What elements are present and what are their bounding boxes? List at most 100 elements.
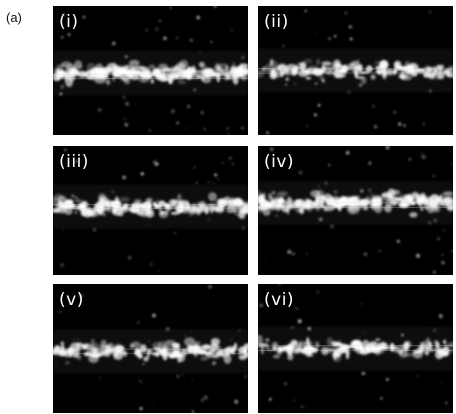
cell [258,334,263,345]
cell [420,192,426,202]
speckle [231,29,233,32]
cell [145,198,152,206]
speckle [61,36,64,39]
cell [231,347,236,354]
micrograph-panel-ii: (ii) [258,6,453,135]
speckle [442,229,446,232]
speckle [122,175,126,180]
speckle [421,152,423,154]
micrograph-image-vi [258,284,453,409]
cell [308,353,314,357]
cell [265,338,270,342]
cell [219,69,225,74]
speckle [159,208,162,212]
cell [74,60,83,68]
micrograph-image-iv [258,146,453,274]
speckle [171,70,174,73]
speckle [152,313,156,318]
cell [229,198,238,208]
cell [297,62,303,66]
cell [449,348,453,354]
cell [75,342,84,349]
speckle [451,163,453,166]
speckle [314,34,317,36]
speckle [304,406,307,409]
speckle [360,302,363,305]
speckle [372,104,375,108]
cell [123,64,133,68]
cell [375,338,381,342]
cell [220,353,225,359]
speckle [174,232,176,235]
cell [182,210,191,214]
speckle [154,162,159,166]
cell [238,355,247,360]
cell [110,349,115,354]
speckle [333,34,337,38]
speckle [76,338,80,341]
speckle [422,123,425,125]
speckle [428,221,432,225]
speckle [437,237,440,241]
speckle [145,29,148,32]
speckle [380,397,383,400]
speckle [167,176,169,178]
panel-label-i: (i) [59,12,79,32]
cell [278,63,286,67]
speckle [294,82,297,85]
cell [428,74,436,80]
speckle [362,332,364,334]
speckle [234,399,239,404]
speckle [222,162,224,164]
cell [367,64,372,72]
cell [214,206,225,214]
speckle [189,331,192,334]
speckle [330,224,334,229]
cell [201,76,212,84]
cell [113,352,120,358]
cell [145,68,151,76]
speckle [433,175,435,177]
cell [448,204,453,213]
speckle [181,374,184,376]
speckle [444,353,447,356]
speckle [241,226,245,230]
cell [163,67,170,71]
channel-edge-line [53,348,248,350]
speckle [295,347,299,352]
cell [295,64,299,75]
cell [200,356,208,361]
speckle [128,256,132,260]
cell [349,196,358,201]
cell-cluster [53,148,248,272]
speckle [411,64,415,68]
speckle [193,166,196,169]
speckle [208,181,210,183]
speckle [241,126,244,130]
cell [403,341,407,351]
cell [174,74,182,78]
cell [278,197,283,207]
cell [384,200,395,207]
cell [125,69,136,78]
cell [272,341,278,346]
cell [332,64,341,71]
cell [238,211,246,219]
cell [232,62,236,67]
cell [324,197,329,202]
speckle [122,384,124,387]
cell [271,190,276,196]
speckle [441,254,444,256]
cell [319,72,324,82]
speckle [295,307,299,310]
cell [437,198,445,206]
cell [129,59,140,66]
cell [56,64,66,68]
cell [192,349,199,356]
cell [143,356,149,362]
speckle [233,198,235,200]
cell [172,65,183,72]
speckle [203,395,208,400]
speckle [176,374,180,378]
cell [315,343,321,348]
